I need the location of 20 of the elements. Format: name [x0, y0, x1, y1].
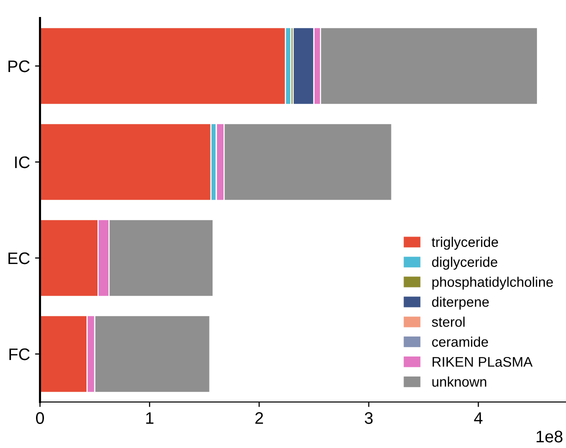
legend-label: phosphatidylcholine [432, 276, 553, 290]
y-tick-label: IC [15, 156, 30, 168]
legend-label: ceramide [432, 336, 488, 347]
bar [40, 27, 286, 105]
legend-label: diglyceride [432, 256, 498, 270]
x-tick-label: 1 [146, 412, 154, 424]
legend-label: RIKEN PLaSMA [432, 356, 533, 367]
x-tick-label: 3 [364, 412, 373, 424]
bar [40, 123, 212, 201]
legend-label: triglyceride [432, 236, 498, 250]
y-tick-label: PC [8, 60, 30, 72]
legend-label: diterpene [432, 296, 489, 310]
y-tick-label: EC [8, 252, 30, 264]
legend-label: unknown [432, 376, 486, 387]
x-tick-label: 0 [36, 412, 44, 424]
x-tick-label: 4 [474, 412, 482, 424]
text: 1e8 [536, 430, 562, 442]
x-tick-label: 2 [255, 412, 263, 424]
y-tick-label: FC [9, 348, 30, 360]
legend-label: sterol [432, 316, 465, 327]
